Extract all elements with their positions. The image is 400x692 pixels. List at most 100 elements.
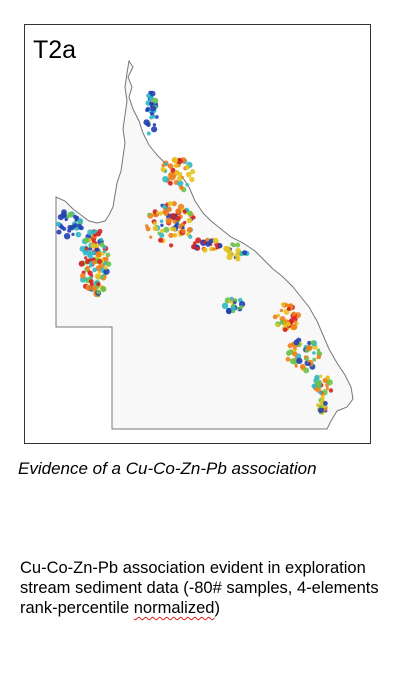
sample-dot <box>319 374 323 378</box>
sample-dot <box>158 211 163 216</box>
sample-dot <box>318 407 324 414</box>
sample-dot <box>161 163 165 168</box>
sample-dot <box>223 245 230 252</box>
sample-dot <box>293 320 297 324</box>
sample-dot <box>96 289 101 295</box>
sample-dot <box>94 243 100 248</box>
sample-dot <box>77 218 83 224</box>
sample-dot <box>173 163 179 169</box>
sample-dot <box>191 215 196 220</box>
sample-dot <box>75 231 82 238</box>
sample-dot <box>79 225 84 231</box>
sample-dot <box>85 249 92 256</box>
sample-dot <box>105 252 111 258</box>
sample-dot <box>97 259 103 264</box>
sample-dot <box>106 261 112 267</box>
sample-dot <box>192 241 197 246</box>
sample-dot <box>162 176 169 183</box>
sample-dot <box>205 241 211 247</box>
sample-dot <box>145 226 151 232</box>
sample-dot <box>323 407 327 412</box>
sample-dot <box>85 258 91 264</box>
sample-dot <box>170 167 176 173</box>
sample-dot <box>56 229 62 235</box>
sample-dot <box>181 226 185 230</box>
sample-dot <box>150 105 157 112</box>
sample-dot <box>172 219 177 224</box>
panel-label: T2a <box>33 36 77 64</box>
sample-dot <box>172 227 177 232</box>
sample-dot <box>149 101 154 106</box>
sample-dot <box>195 237 202 244</box>
sample-dot <box>156 211 160 215</box>
sample-dot <box>95 247 100 252</box>
sample-dot <box>239 305 244 310</box>
sample-dot <box>60 212 67 219</box>
sample-dot <box>168 232 174 238</box>
sample-dot <box>280 302 286 307</box>
sample-dot <box>188 234 193 239</box>
sample-dot <box>292 351 298 357</box>
sample-dot <box>286 350 292 356</box>
sample-dot <box>235 247 241 254</box>
sample-dot <box>315 379 322 386</box>
sample-dot <box>325 375 330 380</box>
sample-dot <box>91 286 97 292</box>
sample-dot <box>145 224 149 228</box>
sample-dot <box>150 111 155 116</box>
sample-dot <box>285 321 291 327</box>
sample-dot <box>87 229 94 236</box>
sample-dot <box>172 233 178 238</box>
sample-dot <box>316 348 321 353</box>
sample-dot <box>318 391 322 395</box>
sample-dot <box>167 163 174 169</box>
sample-dot <box>326 379 333 386</box>
sample-dot <box>165 217 172 224</box>
sample-dot <box>171 201 177 207</box>
description-end: ) <box>214 599 220 617</box>
sample-dot <box>294 364 298 368</box>
sample-dot <box>176 176 182 182</box>
sample-dot <box>291 311 297 317</box>
sample-dot <box>152 225 159 232</box>
sample-dot <box>63 233 71 240</box>
sample-dot <box>89 282 94 287</box>
sample-dot <box>312 357 317 362</box>
sample-dot <box>103 249 107 254</box>
sample-dot <box>95 251 102 258</box>
sample-dot <box>160 166 166 172</box>
sample-dot <box>186 217 193 224</box>
sample-dot <box>92 259 97 265</box>
sample-dot <box>235 242 241 248</box>
queensland-map <box>55 59 354 430</box>
sample-dot <box>323 401 328 406</box>
sample-dot <box>212 237 219 244</box>
sample-dot <box>80 273 86 279</box>
sample-dot <box>169 243 174 248</box>
sample-dot <box>152 123 157 127</box>
sample-dot <box>226 307 232 314</box>
sample-dot <box>149 115 154 120</box>
sample-dot <box>83 237 90 244</box>
sample-dot <box>212 247 216 251</box>
sample-dot <box>195 246 200 251</box>
figure-caption: Evidence of a Cu-Co-Zn-Pb association <box>18 459 317 478</box>
sample-dot <box>286 307 291 311</box>
sample-dot <box>154 115 159 119</box>
sample-dot <box>66 215 70 219</box>
sample-dot <box>92 267 97 273</box>
sample-dot <box>153 221 157 226</box>
sample-dot <box>184 164 190 170</box>
sample-dot <box>289 305 294 310</box>
sample-dot <box>176 158 183 165</box>
sample-dot <box>146 131 151 136</box>
sample-dot <box>64 217 68 222</box>
sample-dot <box>146 93 150 98</box>
sample-dot <box>279 308 284 313</box>
spellcheck-flagged-word: normalized <box>133 599 215 617</box>
sample-dot <box>191 244 196 250</box>
sample-dot <box>91 250 97 256</box>
sample-dot <box>318 404 323 409</box>
sample-dot <box>229 296 234 301</box>
sample-dot <box>310 340 315 345</box>
